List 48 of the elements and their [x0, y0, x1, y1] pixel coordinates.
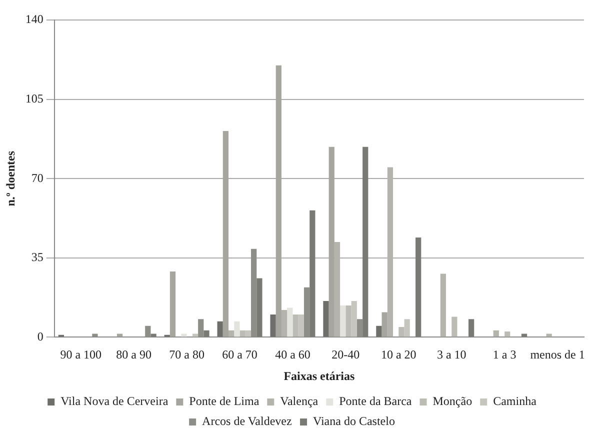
- x-tick-label: 3 a 10: [436, 348, 466, 362]
- x-tick-label: 1 a 3: [492, 348, 516, 362]
- y-tick-label: 0: [37, 329, 44, 344]
- bar: [504, 332, 510, 337]
- bar: [270, 314, 276, 337]
- x-tick-label: 10 a 20: [380, 348, 416, 362]
- legend-label: Viana do Castelo: [313, 414, 395, 428]
- bar: [493, 330, 499, 337]
- bar: [362, 146, 368, 337]
- legend-label: Ponte de Lima: [189, 394, 260, 408]
- bar: [150, 334, 156, 337]
- y-tick-label: 70: [31, 170, 44, 185]
- bar: [256, 278, 262, 337]
- legend-label: Vila Nova de Cerveira: [60, 394, 169, 408]
- x-axis-title: Faixas etárias: [284, 368, 356, 383]
- y-tick-label: 140: [25, 12, 44, 26]
- bar: [281, 310, 288, 337]
- x-tick-label: 40 a 60: [275, 348, 310, 362]
- bar: [228, 330, 234, 337]
- y-tick-label: 35: [31, 250, 44, 264]
- bar: [217, 321, 223, 337]
- y-axis-title: n.º doentes: [3, 150, 18, 206]
- x-tick-label: 60 a 70: [222, 348, 258, 362]
- bar: [416, 238, 422, 337]
- bar: [204, 330, 210, 337]
- legend-label: Caminha: [493, 394, 538, 408]
- bar: [468, 319, 474, 337]
- bar: [287, 308, 293, 337]
- bar: [340, 305, 346, 337]
- bar: [376, 326, 382, 337]
- x-tick-label: menos de 1: [530, 348, 585, 362]
- legend-label: Ponte da Barca: [339, 394, 412, 408]
- legend-label: Valença: [280, 394, 319, 408]
- bar: [170, 271, 176, 337]
- bar: [234, 321, 240, 337]
- bar: [323, 300, 329, 337]
- x-tick-label: 90 a 100: [60, 348, 102, 362]
- legend-label: Monção: [432, 394, 472, 408]
- bar: [310, 210, 316, 337]
- bar: [382, 312, 388, 337]
- x-tick-label: 20-40: [332, 348, 360, 362]
- x-tick-label: 80 a 90: [116, 348, 152, 362]
- y-tick-label: 105: [25, 91, 44, 106]
- bar: [181, 334, 187, 337]
- x-tick-label: 70 a 80: [169, 348, 204, 362]
- legend-label: Arcos de Valdevez: [202, 414, 292, 428]
- bar: [452, 316, 458, 337]
- bar: [440, 274, 446, 337]
